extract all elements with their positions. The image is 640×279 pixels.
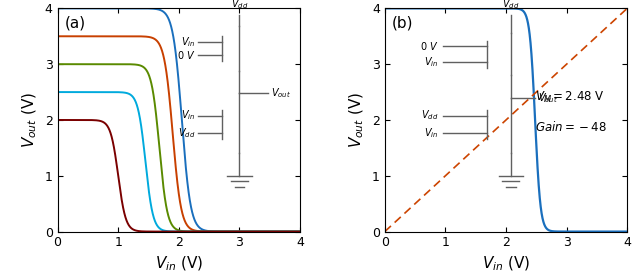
Text: $V_{in}$: $V_{in}$ [424,126,438,140]
Y-axis label: $V_{out}$ (V): $V_{out}$ (V) [20,92,39,148]
Text: $V_{dd}$: $V_{dd}$ [502,0,520,11]
Text: $0\ V$: $0\ V$ [420,40,438,52]
X-axis label: $V_{in}$ (V): $V_{in}$ (V) [155,255,203,273]
Text: $V_{dd}$: $V_{dd}$ [231,0,248,11]
Text: $V_{dd}$: $V_{dd}$ [421,109,438,122]
Text: $V_{in}$: $V_{in}$ [424,55,438,69]
X-axis label: $V_{in}$ (V): $V_{in}$ (V) [482,255,530,273]
Text: $V_{out}$: $V_{out}$ [538,91,557,105]
Text: (a): (a) [65,15,86,30]
Text: $V_{in}$: $V_{in}$ [181,109,196,122]
Text: $0\ V$: $0\ V$ [177,49,196,61]
Text: $V_{out}$: $V_{out}$ [271,86,291,100]
Text: $V_M = 2.48\ \mathrm{V}$: $V_M = 2.48\ \mathrm{V}$ [535,90,605,105]
Text: (b): (b) [392,15,413,30]
Text: $V_{in}$: $V_{in}$ [181,35,196,49]
Y-axis label: $V_{out}$ (V): $V_{out}$ (V) [348,92,367,148]
Text: $V_{dd}$: $V_{dd}$ [179,126,196,140]
Text: $Gain = -48$: $Gain = -48$ [535,120,607,134]
